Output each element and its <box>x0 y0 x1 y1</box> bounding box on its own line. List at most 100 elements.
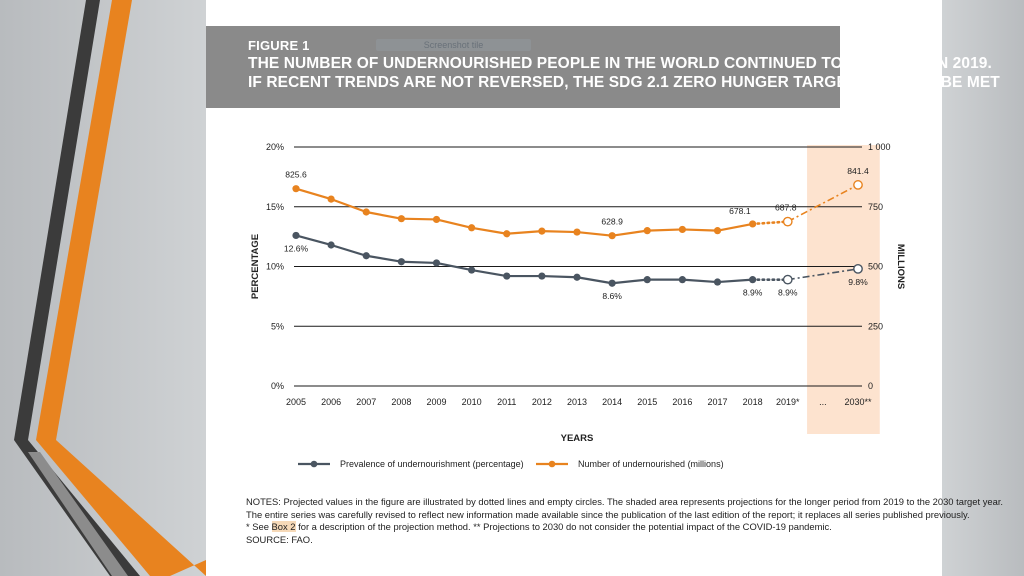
orange-stripe-top <box>36 0 132 440</box>
x-tick-label: 2015 <box>637 397 657 407</box>
series-2-point <box>468 224 476 232</box>
series-2-point <box>749 220 757 228</box>
right-axis-title: MILLIONS <box>895 244 906 289</box>
x-tick-label: 2012 <box>532 397 552 407</box>
right-tick-label: 1 000 <box>868 142 891 152</box>
series-1-point <box>608 279 616 287</box>
series-1-point <box>678 276 686 284</box>
series-2-point <box>327 195 335 203</box>
series-1-point <box>573 273 581 281</box>
left-tick-label: 5% <box>271 321 284 331</box>
figure-title-line-1: THE NUMBER OF UNDERNOURISHED PEOPLE IN T… <box>248 55 992 72</box>
x-tick-label: 2007 <box>356 397 376 407</box>
series-2-projection-dashdot <box>787 184 859 223</box>
notes-line-1: NOTES: Projected values in the figure ar… <box>246 496 1004 507</box>
series-1-point <box>643 276 651 284</box>
series-2-point <box>432 215 441 224</box>
notes-line-3: * See Box 2 for a description of the pro… <box>246 521 936 534</box>
series-1-point <box>292 231 300 240</box>
series-2-point <box>538 227 546 235</box>
data-label: 678.1 <box>729 206 751 216</box>
series-1-point <box>713 278 722 286</box>
box-2-link[interactable]: Box 2 <box>271 521 296 533</box>
series-2-point <box>678 225 686 234</box>
data-label: 841.4 <box>847 166 869 176</box>
data-label: 8.9% <box>743 288 763 298</box>
decorative-stripes <box>14 0 206 576</box>
series-2-projection-dotted <box>751 220 790 226</box>
series-2-line <box>295 187 753 237</box>
data-label: 687.8 <box>775 203 797 213</box>
x-axis-title: YEARS <box>561 433 594 444</box>
notes-line-3-pre: * See <box>246 521 272 533</box>
x-tick-label: 2017 <box>707 397 727 407</box>
series-2-point <box>643 227 651 235</box>
series-2-point <box>573 228 581 236</box>
slide-background-right <box>942 0 1024 576</box>
left-axis-title: PERCENTAGE <box>250 234 261 299</box>
orange-stripe-bottom <box>36 440 206 576</box>
left-tick-label: 0% <box>271 381 284 391</box>
series-1-point <box>503 272 511 280</box>
series-1-line <box>295 234 753 285</box>
x-tick-label: 2014 <box>602 397 622 407</box>
left-tick-label: 15% <box>266 202 284 212</box>
gray-stripe-bottom <box>28 452 128 576</box>
x-tick-label: 2030** <box>844 397 872 407</box>
x-tick-label: 2009 <box>426 397 446 407</box>
watermark-label: Screenshot tile <box>376 39 531 51</box>
series-1-point <box>538 272 546 280</box>
series-1-point <box>468 266 476 274</box>
right-tick-label: 500 <box>868 262 883 272</box>
notes-source: SOURCE: FAO. <box>246 533 313 545</box>
legend-1-marker <box>310 460 318 468</box>
series-2-point <box>608 232 616 240</box>
series-2-point <box>713 227 722 235</box>
data-label: 825.6 <box>285 170 307 180</box>
notes-line-2: The entire series was carefully revised … <box>246 508 970 520</box>
data-label: 628.9 <box>601 217 623 227</box>
x-tick-label: 2010 <box>462 397 482 407</box>
line-chart: 0% 0 5% 250 10% 500 15% 750 20% 1 000 2005 2006 2007… <box>250 142 906 469</box>
legend-2-label: Number of undernourished (millions) <box>578 459 724 469</box>
x-tick-label: 2011 <box>497 397 516 407</box>
figure-notes: NOTES: Projected values in the figure ar… <box>246 496 1004 546</box>
right-tick-label: 0 <box>868 381 873 391</box>
data-label: 9.8% <box>848 277 868 287</box>
data-label: 12.6% <box>284 243 309 253</box>
data-label: 8.6% <box>602 291 622 301</box>
x-tick-label: 2018 <box>743 397 763 407</box>
series-2-point <box>503 230 511 238</box>
series-2-point <box>362 208 370 216</box>
series-1-point <box>782 274 793 285</box>
series-1-projection-dashdot <box>787 268 859 281</box>
series-2-point <box>397 215 405 223</box>
x-tick-label: 2008 <box>391 397 411 407</box>
series-2-point <box>292 185 300 193</box>
figure-title-line-2: IF RECENT TRENDS ARE NOT REVERSED, THE S… <box>248 74 1000 91</box>
series-1-point <box>749 276 757 284</box>
legend-2-marker <box>548 460 556 468</box>
series-2-point <box>782 216 793 227</box>
right-tick-label: 250 <box>868 321 883 331</box>
series-2-point <box>853 180 863 190</box>
x-tick-label: ... <box>819 397 827 407</box>
series-1-point <box>362 252 370 260</box>
x-tick-label: 2013 <box>567 397 587 407</box>
legend-1-label: Prevalence of undernourishment (percenta… <box>340 459 524 469</box>
data-label: 8.9% <box>778 288 798 298</box>
notes-line-3-post: for a description of the projection meth… <box>295 521 832 533</box>
series-1-point <box>853 263 863 274</box>
x-tick-label: 2005 <box>286 397 306 407</box>
series-1-point <box>432 259 441 267</box>
figure-header: FIGURE 1 Screenshot tile THE NUMBER OF U… <box>206 26 1000 108</box>
left-tick-label: 10% <box>266 262 284 272</box>
figure-label: FIGURE 1 <box>248 38 310 53</box>
x-tick-label: 2006 <box>321 397 341 407</box>
x-tick-label: 2019* <box>776 397 800 407</box>
right-tick-label: 750 <box>868 202 883 212</box>
series-1-point <box>327 241 335 249</box>
left-tick-label: 20% <box>266 142 284 152</box>
dark-stripe-top <box>14 0 100 440</box>
series-1-point <box>397 258 405 266</box>
